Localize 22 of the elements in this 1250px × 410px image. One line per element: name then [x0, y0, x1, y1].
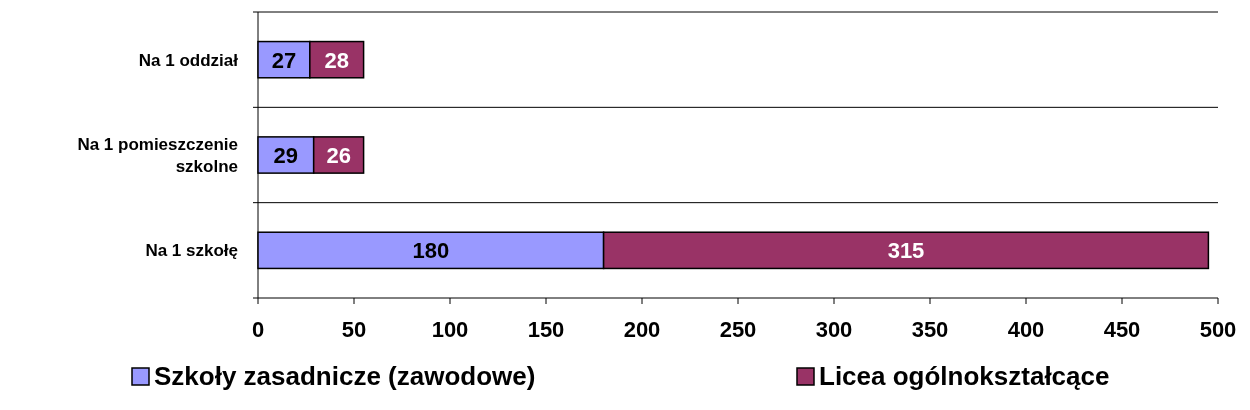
data-label: 29: [273, 142, 299, 168]
y-tick-label: Na 1 pomieszczenie szkolne: [77, 134, 238, 176]
x-tick-label: 400: [1007, 317, 1045, 342]
x-tick-label: 0: [251, 317, 265, 342]
data-label: 27: [271, 47, 297, 73]
data-label: 28: [324, 47, 349, 73]
x-tick-label: 100: [431, 317, 469, 342]
x-tick-label: 500: [1199, 317, 1237, 342]
x-tick-label: 50: [341, 317, 367, 342]
x-tick-label: 300: [815, 317, 853, 342]
x-tick-label: 350: [911, 317, 949, 342]
x-tick-label: 150: [527, 317, 565, 342]
x-tick-label: 250: [719, 317, 757, 342]
x-tick-label: 450: [1103, 317, 1141, 342]
y-tick-label: Na 1 szkołę: [145, 241, 238, 261]
legend-label: Licea ogólnokształcące: [819, 361, 1110, 391]
y-tick-label: Na 1 oddział: [138, 50, 239, 70]
data-label: 180: [412, 238, 450, 264]
legend-label: Szkoły zasadnicze (zawodowe): [154, 361, 536, 391]
data-label: 26: [326, 142, 351, 168]
data-label: 315: [887, 238, 925, 264]
x-tick-label: 200: [623, 317, 661, 342]
